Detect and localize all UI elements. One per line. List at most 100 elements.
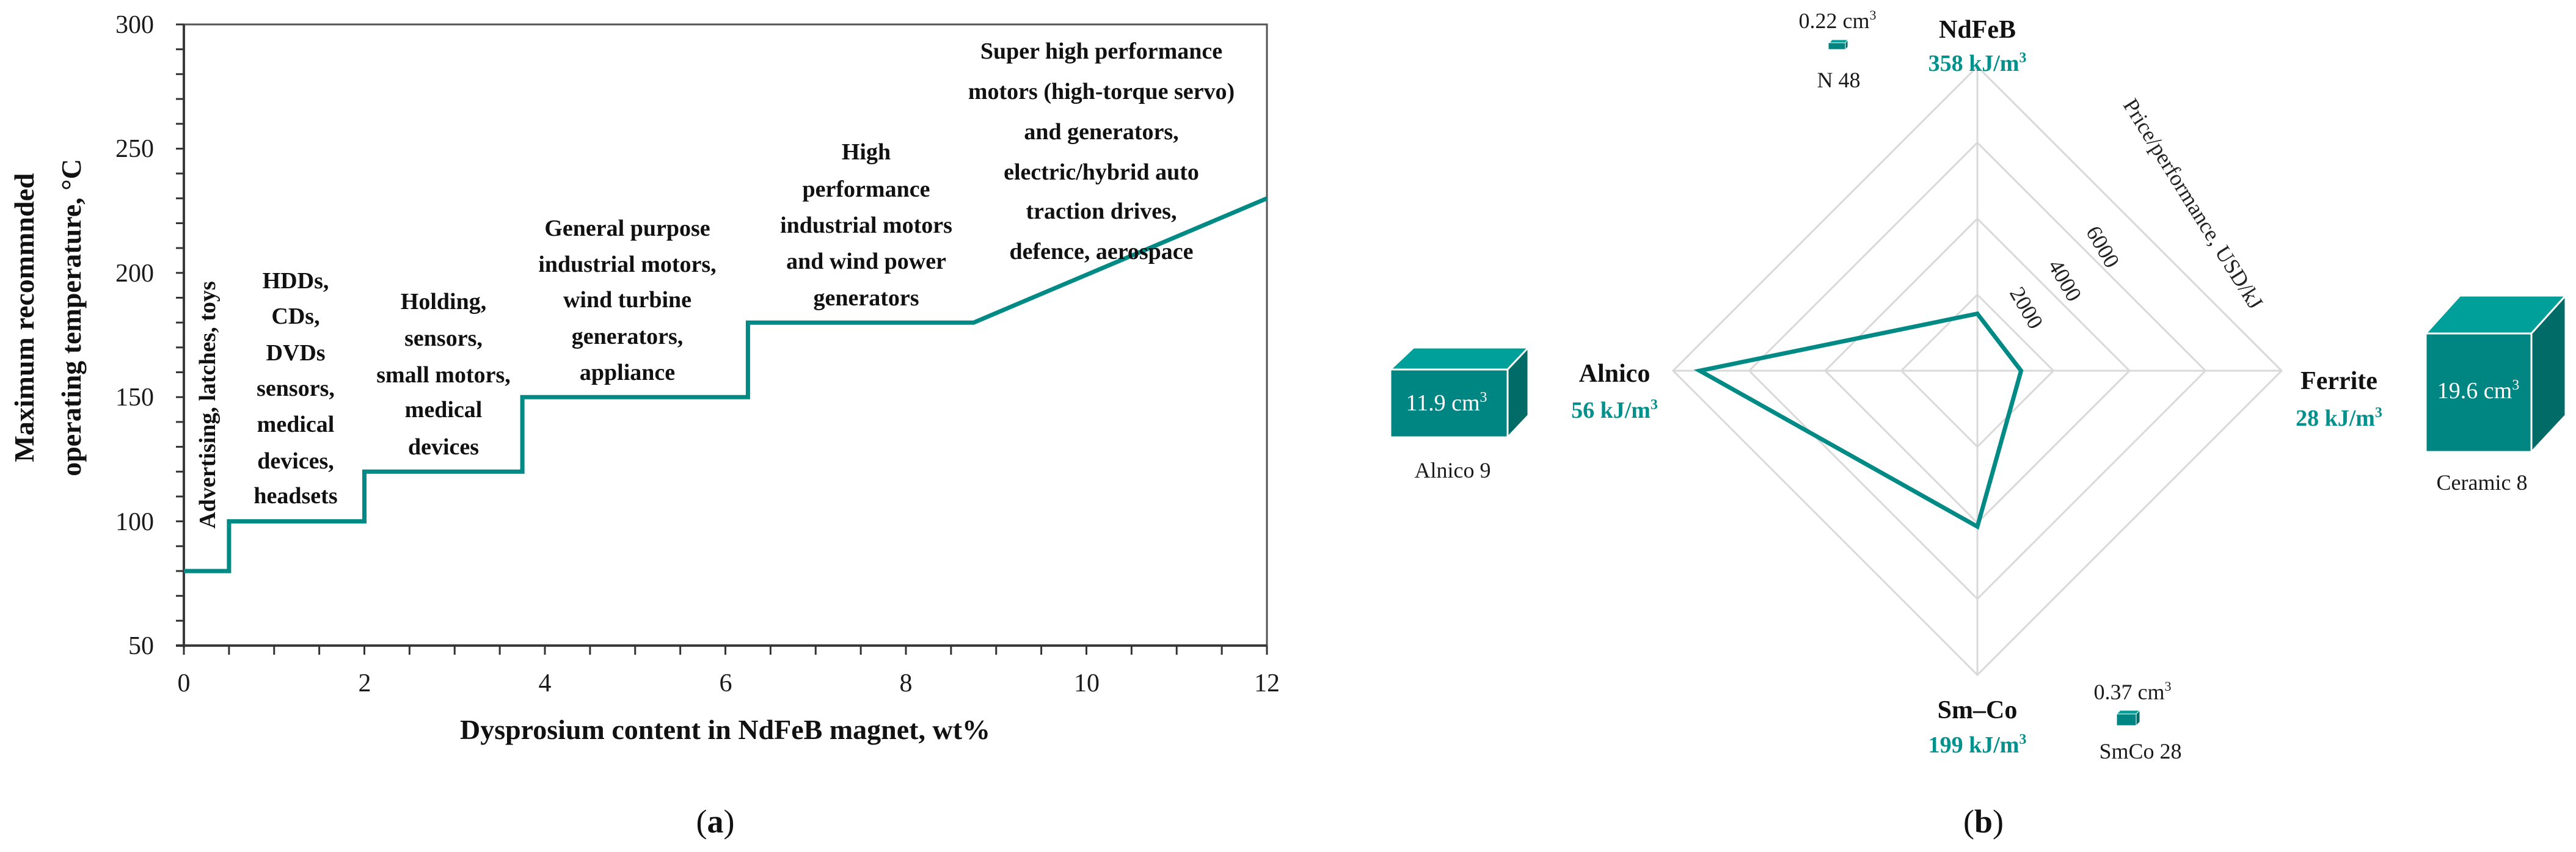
y-tick-labels: 300 250 200 150 100 50 xyxy=(115,11,154,660)
x-tick-10: 10 xyxy=(1074,669,1100,697)
magnet-cube-ceramic8: 19.6 cm3 xyxy=(2423,293,2568,454)
y-axis-title-line1: Maximum recommnded xyxy=(9,173,40,462)
x-tick-8: 8 xyxy=(900,669,913,697)
annotation-line: defence, aerospace xyxy=(1009,239,1193,264)
annotation-line: motors (high-torque servo) xyxy=(968,79,1235,104)
annotation-line: Holding, xyxy=(401,289,486,315)
energy-product-value: 56 kJ/m xyxy=(1571,398,1651,423)
annotation-line: medical xyxy=(405,397,483,423)
y-tick-250: 250 xyxy=(115,135,154,163)
radar-tick-2000: 2000 xyxy=(2005,283,2048,333)
annotation-line: High xyxy=(842,139,891,165)
y-tick-100: 100 xyxy=(115,508,154,536)
x-tick-labels: 0 2 4 6 8 10 12 xyxy=(178,669,1280,697)
energy-product-ndfeb: 358 kJ/m3 xyxy=(1928,50,2027,76)
axis-label-ndfeb: NdFeB xyxy=(1939,16,2016,44)
magnet-cube-n48 xyxy=(1828,38,1849,51)
annotation-line: wind turbine xyxy=(563,287,691,313)
annotation-line: headsets xyxy=(254,483,337,509)
y-axis-ticks xyxy=(176,23,184,647)
annotation-line: industrial motors, xyxy=(538,252,716,277)
annotation-line: devices xyxy=(408,434,479,460)
grade-label-smco28: SmCo 28 xyxy=(2099,739,2181,763)
panel-b-letter: b xyxy=(1974,803,1993,840)
grade-label-n48: N 48 xyxy=(1817,68,1861,92)
volume-label-n48: 0.22 cm3 xyxy=(1799,7,1877,33)
superscript: 3 xyxy=(1480,390,1487,406)
volume-value: 11.9 cm xyxy=(1406,390,1480,416)
radar-tick-6000: 6000 xyxy=(2081,222,2125,272)
axis-label-alnico: Alnico xyxy=(1579,360,1651,388)
annotation-line: devices, xyxy=(257,448,334,474)
annotation-line: traction drives, xyxy=(1026,198,1177,224)
plot-area-frame xyxy=(183,23,1268,647)
annotation-line: industrial motors xyxy=(780,213,952,238)
magnet-cube-alnico9: 11.9 cm3 xyxy=(1388,345,1531,440)
energy-product-alnico: 56 kJ/m3 xyxy=(1571,397,1658,423)
y-axis-title-line2: operating temperature, °C xyxy=(56,159,87,476)
superscript: 3 xyxy=(2512,377,2519,393)
x-axis-title: Dysprosium content in NdFeB magnet, wt% xyxy=(460,714,990,745)
annotation-line: HDDs, xyxy=(263,268,329,294)
volume-label-smco28: 0.37 cm3 xyxy=(2094,679,2172,704)
annotation-line: electric/hybrid auto xyxy=(1004,159,1199,185)
annotation-line: performance xyxy=(803,177,930,202)
annotation-advertising: Advertising, latches, toys xyxy=(195,281,221,528)
cube-volume-ceramic8: 19.6 cm3 xyxy=(2437,377,2519,404)
superscript: 3 xyxy=(2019,50,2026,66)
radar-price-performance-polygon xyxy=(1693,311,2024,530)
panel-a-chart: 300 250 200 150 100 50 0 2 4 6 8 10 12 D… xyxy=(9,11,1280,840)
axis-label-ferrite: Ferrite xyxy=(2301,367,2377,395)
grade-label-alnico9: Alnico 9 xyxy=(1415,458,1491,482)
energy-product-smco: 199 kJ/m3 xyxy=(1928,732,2027,758)
energy-product-value: 28 kJ/m xyxy=(2296,406,2375,431)
energy-product-value: 358 kJ/m xyxy=(1928,51,2020,76)
panel-a-caption: (a) xyxy=(696,803,735,840)
radar-tick-4000: 4000 xyxy=(2043,255,2087,305)
annotation-super: Super high performance motors (high-torq… xyxy=(968,38,1235,264)
superscript: 3 xyxy=(2164,679,2171,694)
superscript: 3 xyxy=(1651,397,1658,413)
annotation-line: medical xyxy=(257,412,335,437)
grade-label-ceramic8: Ceramic 8 xyxy=(2437,470,2528,495)
energy-product-ferrite: 28 kJ/m3 xyxy=(2296,405,2382,431)
superscript: 3 xyxy=(2019,732,2026,748)
x-tick-4: 4 xyxy=(539,669,552,697)
volume-value: 0.22 cm xyxy=(1799,9,1870,33)
panel-b-caption: (b) xyxy=(1963,803,2004,840)
y-tick-200: 200 xyxy=(115,260,154,288)
annotation-holding: Holding, sensors, small motors, medical … xyxy=(376,289,511,460)
annotation-line: sensors, xyxy=(404,326,483,351)
annotation-line: small motors, xyxy=(376,362,511,388)
x-tick-12: 12 xyxy=(1254,669,1280,697)
cube-volume-alnico9: 11.9 cm3 xyxy=(1406,390,1487,416)
annotation-general: General purpose industrial motors, wind … xyxy=(538,216,716,385)
x-axis-ticks xyxy=(183,646,1268,655)
annotation-hdds: HDDs, CDs, DVDs sensors, medical devices… xyxy=(254,268,337,509)
x-tick-2: 2 xyxy=(359,669,371,697)
x-tick-6: 6 xyxy=(720,669,732,697)
annotation-line: CDs, xyxy=(271,304,319,329)
x-tick-0: 0 xyxy=(178,669,191,697)
annotation-line: sensors, xyxy=(257,376,335,401)
y-tick-150: 150 xyxy=(115,384,154,412)
panel-a-letter: a xyxy=(707,803,724,840)
radar-axis-title: Price/performance, USD/kJ xyxy=(2118,94,2268,313)
axis-label-smco: Sm–Co xyxy=(1938,696,2018,724)
annotation-line: Super high performance xyxy=(980,38,1222,64)
temperature-step-line xyxy=(184,196,1268,573)
annotation-line: generators xyxy=(813,285,919,311)
annotation-high: High performance industrial motors and w… xyxy=(780,139,952,311)
annotation-line: generators, xyxy=(572,324,684,349)
superscript: 3 xyxy=(1869,7,1876,23)
annotation-line: and generators, xyxy=(1024,119,1178,145)
annotation-line: appliance xyxy=(580,360,675,385)
radar-grid xyxy=(1671,65,2283,677)
y-tick-300: 300 xyxy=(115,11,154,39)
annotation-line: General purpose xyxy=(544,216,710,241)
magnet-cube-smco28 xyxy=(2115,709,2141,727)
annotation-line: DVDs xyxy=(266,340,325,366)
annotation-line: and wind power xyxy=(786,249,946,274)
panel-b-radar: 2000 4000 6000 Price/performance, USD/kJ… xyxy=(1388,7,2568,840)
